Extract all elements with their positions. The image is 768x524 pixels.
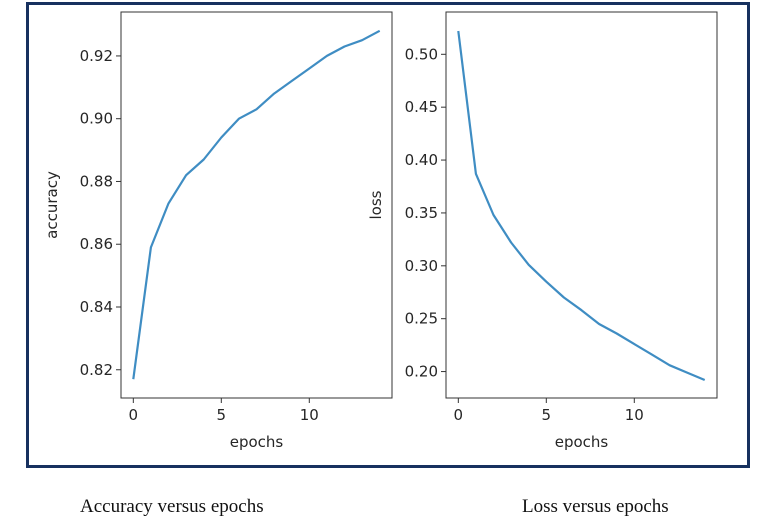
loss-chart: 0 5 10 0.20 0.25 0.30 0.35 0.40 0.45 0.50 epochs lo… [367, 11, 718, 451]
accuracy-ytick-label: 0.82 [80, 361, 113, 379]
accuracy-ytick-label: 0.86 [80, 235, 113, 253]
loss-series-line [457, 30, 706, 382]
loss-plot-frame [445, 11, 718, 399]
loss-xtick-label: 5 [542, 406, 552, 424]
caption-accuracy: Accuracy versus epochs [80, 496, 264, 517]
accuracy-xtick-label: 5 [217, 406, 227, 424]
figure-frame [26, 2, 750, 468]
accuracy-xtick-label: 10 [300, 406, 319, 424]
loss-ytick-label: 0.35 [405, 204, 438, 222]
accuracy-chart: 0 5 10 0.82 0.84 0.86 0.88 0.90 0.92 epochs accura… [43, 11, 393, 451]
loss-xtick-label: 10 [625, 406, 644, 424]
accuracy-xlabel: epochs [230, 433, 284, 451]
loss-xlabel: epochs [555, 433, 609, 451]
loss-ytick-label: 0.40 [405, 151, 438, 169]
loss-ytick-label: 0.20 [405, 363, 438, 381]
accuracy-xtick-label: 0 [129, 406, 139, 424]
accuracy-ylabel: accuracy [43, 171, 61, 239]
loss-ytick-label: 0.30 [405, 257, 438, 275]
loss-ytick-label: 0.25 [405, 310, 438, 328]
loss-ytick-label: 0.50 [405, 45, 438, 63]
loss-ytick-label: 0.45 [405, 98, 438, 116]
accuracy-plot-frame [120, 11, 393, 399]
loss-xtick-label: 0 [454, 406, 464, 424]
accuracy-ytick-label: 0.90 [80, 110, 113, 128]
loss-ylabel: loss [367, 190, 385, 219]
accuracy-ytick-label: 0.88 [80, 172, 113, 190]
caption-loss: Loss versus epochs [522, 496, 669, 517]
accuracy-series-line [132, 29, 381, 380]
accuracy-ytick-label: 0.92 [80, 47, 113, 65]
accuracy-ytick-label: 0.84 [80, 298, 113, 316]
